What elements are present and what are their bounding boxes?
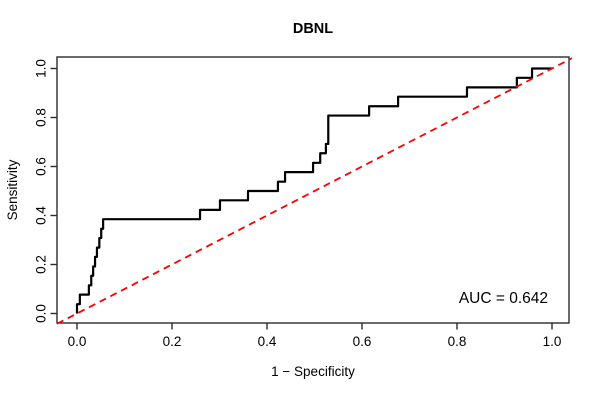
y-tick-label: 0.2 (34, 255, 49, 274)
y-tick-label: 0.0 (34, 304, 49, 323)
x-tick-label: 0.4 (258, 334, 277, 349)
x-tick-label: 0.0 (68, 334, 87, 349)
y-tick-label: 1.0 (34, 59, 49, 78)
x-tick-label: 0.8 (448, 334, 467, 349)
chart-title: DBNL (293, 21, 333, 37)
x-tick-label: 0.6 (353, 334, 372, 349)
roc-curve (75, 67, 552, 314)
x-axis-label: 1 − Specificity (271, 364, 355, 379)
y-axis-label: Sensitivity (5, 159, 20, 220)
y-tick-label: 0.6 (34, 157, 49, 176)
chance-diagonal (56, 57, 573, 325)
x-tick-label: 1.0 (543, 334, 562, 349)
auc-annotation: AUC = 0.642 (459, 290, 548, 307)
x-tick-label: 0.2 (163, 334, 182, 349)
curves (56, 57, 573, 325)
plot-box-border (56, 56, 570, 324)
y-tick-label: 0.8 (34, 108, 49, 127)
axis-ticks: 0.0 0.2 0.4 0.6 0.8 1.0 0.0 0.2 0.4 0.6 0.8 1.0 (34, 59, 562, 349)
y-tick-label: 0.4 (34, 206, 49, 225)
